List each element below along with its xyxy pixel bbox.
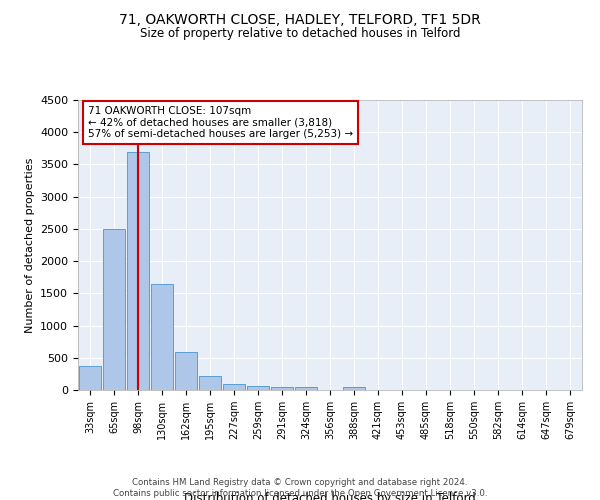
Bar — [127, 152, 149, 390]
Bar — [199, 376, 221, 390]
Text: 71, OAKWORTH CLOSE, HADLEY, TELFORD, TF1 5DR: 71, OAKWORTH CLOSE, HADLEY, TELFORD, TF1… — [119, 12, 481, 26]
Bar — [79, 366, 101, 390]
Bar — [343, 387, 365, 390]
Bar — [175, 352, 197, 390]
Y-axis label: Number of detached properties: Number of detached properties — [25, 158, 35, 332]
Bar — [271, 387, 293, 390]
Text: 71 OAKWORTH CLOSE: 107sqm
← 42% of detached houses are smaller (3,818)
57% of se: 71 OAKWORTH CLOSE: 107sqm ← 42% of detac… — [88, 106, 353, 139]
Text: Contains HM Land Registry data © Crown copyright and database right 2024.
Contai: Contains HM Land Registry data © Crown c… — [113, 478, 487, 498]
X-axis label: Distribution of detached houses by size in Telford: Distribution of detached houses by size … — [184, 492, 476, 500]
Bar — [247, 386, 269, 390]
Text: Size of property relative to detached houses in Telford: Size of property relative to detached ho… — [140, 28, 460, 40]
Bar — [295, 388, 317, 390]
Bar — [103, 229, 125, 390]
Bar — [223, 384, 245, 390]
Bar — [151, 284, 173, 390]
